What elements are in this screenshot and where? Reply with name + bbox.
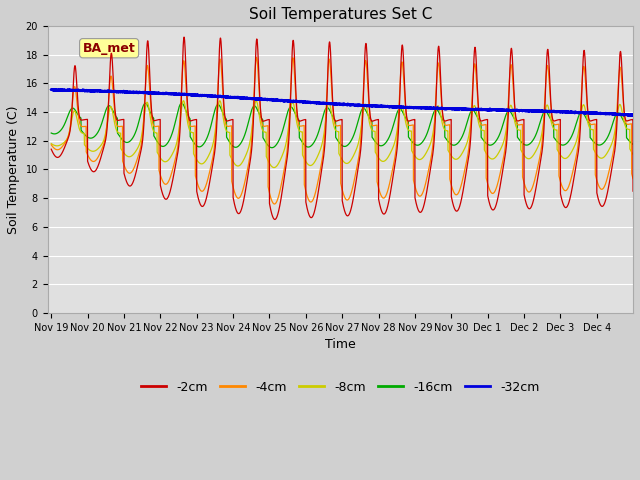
Text: BA_met: BA_met [83, 42, 136, 55]
Y-axis label: Soil Temperature (C): Soil Temperature (C) [7, 105, 20, 234]
Title: Soil Temperatures Set C: Soil Temperatures Set C [248, 7, 432, 22]
Legend: -2cm, -4cm, -8cm, -16cm, -32cm: -2cm, -4cm, -8cm, -16cm, -32cm [136, 376, 545, 399]
X-axis label: Time: Time [325, 338, 356, 351]
